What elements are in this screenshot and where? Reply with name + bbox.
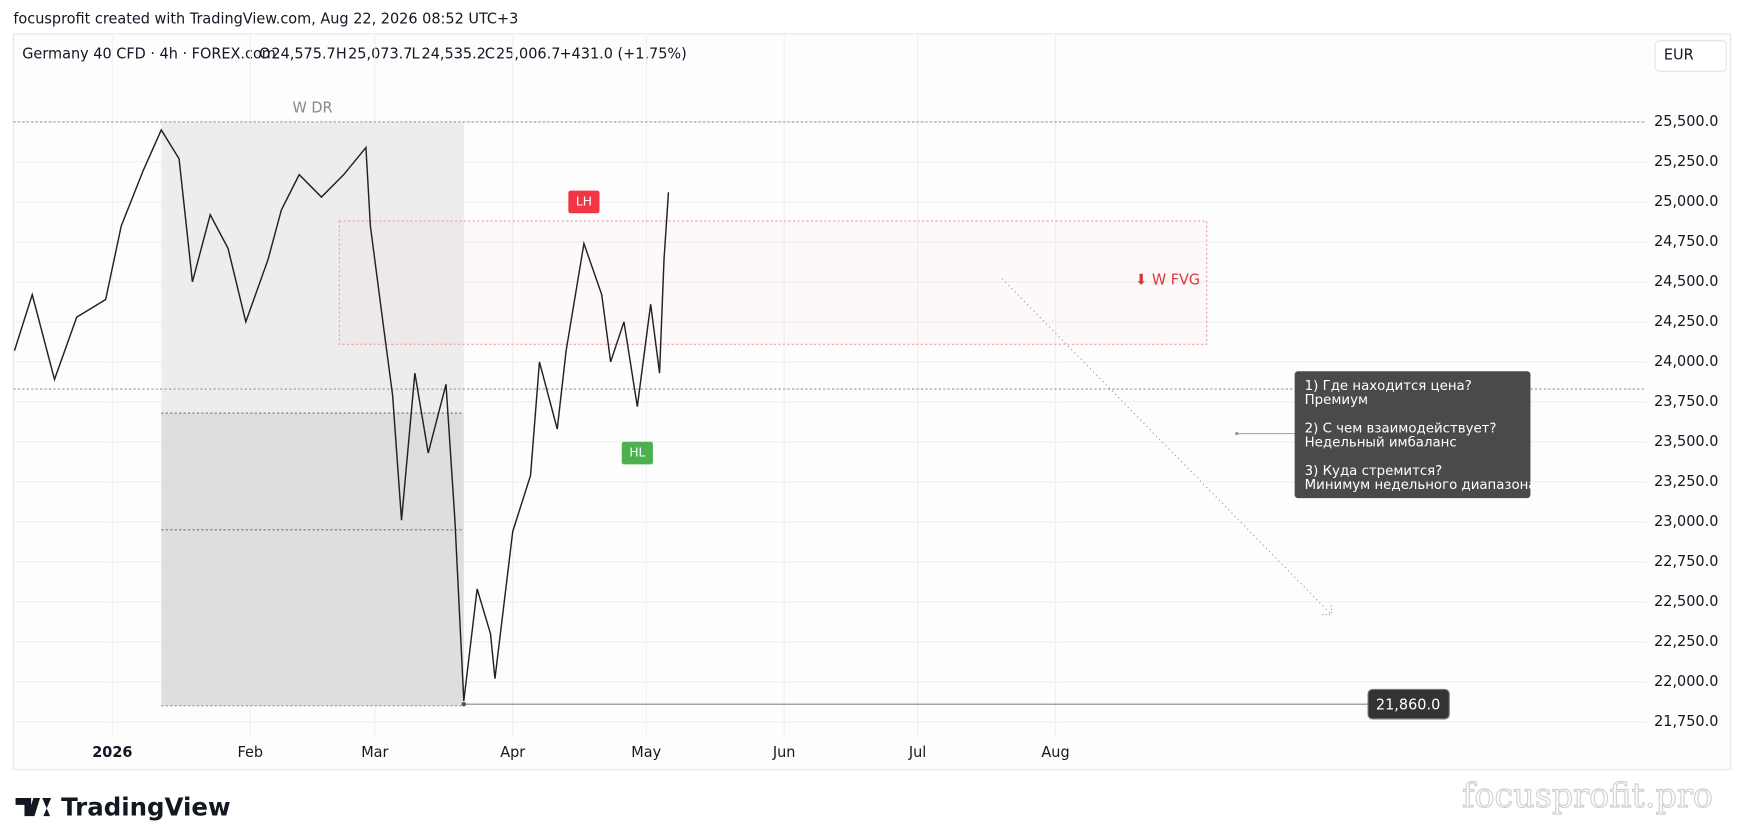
brand: TradingView: [15, 792, 231, 821]
note-anchor: [1235, 431, 1239, 436]
y-tick-label: 22,250.0: [1654, 633, 1718, 650]
y-tick-label: 24,750.0: [1654, 233, 1718, 250]
ohlc-value: 24,575.7: [271, 45, 335, 62]
y-tick-label: 25,500.0: [1654, 113, 1718, 130]
hl-badge: [621, 441, 653, 465]
note-text: 3) Куда стремится?: [1305, 464, 1443, 479]
lh-badge: [568, 190, 600, 214]
ohlc-key: C: [485, 45, 495, 62]
hl-label: HL: [629, 445, 645, 459]
wdr-zone-lower: [161, 413, 464, 706]
x-tick-label: 2026: [92, 744, 132, 761]
note-text: Минимум недельного диапазона: [1305, 478, 1537, 493]
y-tick-label: 22,500.0: [1654, 593, 1718, 610]
plot: 21,750.0 22,000.0 22,250.0 22,500.0 22,750.0…: [13, 33, 1718, 761]
note-text: Премиум: [1305, 393, 1368, 408]
ohlc-value: 24,535.2: [422, 45, 486, 62]
note-text: Недельный имбаланс: [1305, 435, 1457, 451]
ohlc-value: 25,073.7: [348, 45, 412, 62]
y-tick-label: 24,000.0: [1654, 353, 1718, 370]
ohlc-value: 25,006.7: [496, 45, 560, 62]
x-tick-label: Apr: [500, 744, 525, 761]
x-tick-label: Feb: [237, 744, 263, 761]
y-tick-label: 22,000.0: [1654, 673, 1718, 690]
wdr-zone-upper: [161, 121, 464, 414]
brand-name: TradingView: [61, 792, 230, 821]
price-line: [13, 128, 670, 702]
wdr-label: W DR: [293, 99, 333, 116]
y-tick-label: 24,250.0: [1654, 313, 1718, 330]
note-box: [1294, 371, 1531, 499]
ohlc-key: H: [336, 45, 347, 62]
legend: Germany 40 CFD · 4h · FOREX.com O 24,575…: [22, 45, 687, 62]
y-tick-label: 24,500.0: [1654, 273, 1718, 290]
note-text: 1) Где находится цена?: [1305, 379, 1472, 394]
currency-button[interactable]: [1654, 40, 1727, 72]
x-tick-label: Mar: [361, 744, 388, 761]
last-price-dot: [461, 701, 467, 707]
y-tick-label: 23,500.0: [1654, 433, 1718, 450]
lh-label: LH: [576, 194, 592, 208]
currency: EUR: [1664, 46, 1694, 63]
y-tick-label: 25,000.0: [1654, 193, 1718, 210]
y-tick-label: 22,750.0: [1654, 553, 1718, 570]
y-tick-label: 23,750.0: [1654, 393, 1718, 410]
change: +431.0 (+1.75%): [559, 45, 686, 62]
ohlc-key: O: [259, 45, 270, 62]
credit: focusprofit created with TradingView.com…: [13, 10, 518, 27]
fvg-label: ⬇ W FVG: [1135, 271, 1200, 288]
y-tick-label: 25,250.0: [1654, 153, 1718, 170]
watermark: focusprofit.pro: [1462, 776, 1713, 815]
last-price-label: 21,860.0: [1376, 696, 1440, 713]
last-price-box: [1367, 688, 1450, 720]
symbol: Germany 40 CFD · 4h · FOREX.com: [22, 45, 276, 62]
ohlc-key: L: [412, 45, 421, 62]
x-tick-label: May: [631, 744, 661, 761]
y-tick-label: 23,250.0: [1654, 473, 1718, 490]
fvg-zone: [338, 220, 1208, 345]
note-text: 2) С чем взаимодействует?: [1305, 421, 1497, 436]
y-tick-label: 23,000.0: [1654, 513, 1718, 530]
brand-logo: [15, 798, 52, 817]
y-tick-label: 21,750.0: [1654, 713, 1718, 730]
x-tick-label: Aug: [1041, 744, 1069, 761]
x-tick-label: Jul: [908, 744, 926, 761]
x-tick-label: Jun: [772, 744, 796, 761]
